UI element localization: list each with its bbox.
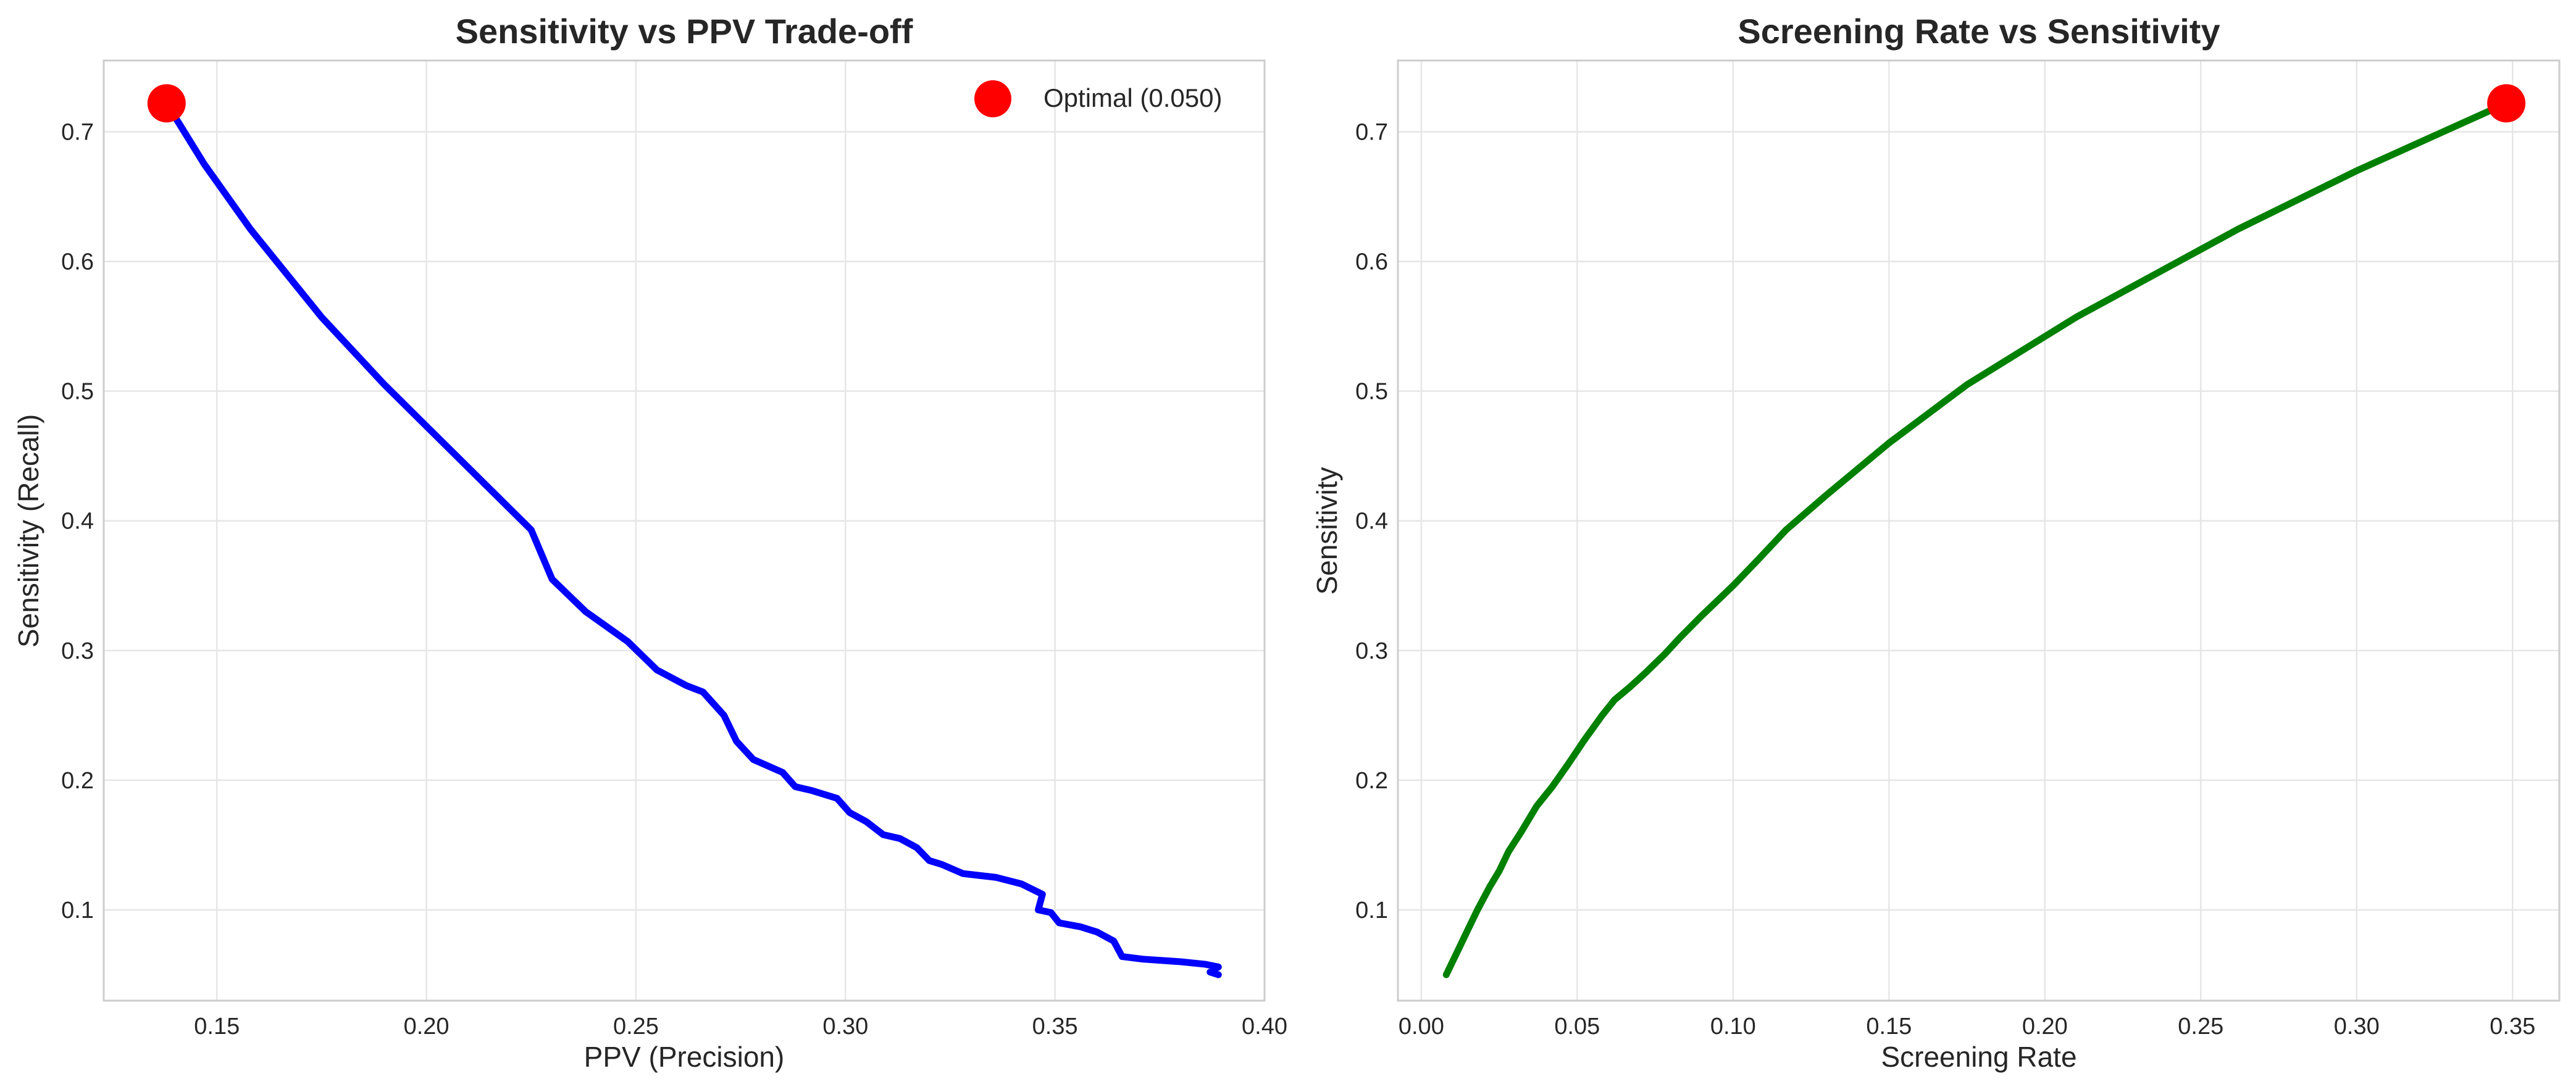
optimal-point bbox=[2487, 84, 2526, 123]
y-axis-label: Sensitivity (Recall) bbox=[12, 414, 44, 648]
series-layer bbox=[147, 84, 1222, 978]
optimal-point bbox=[147, 84, 186, 123]
x-tick-label: 0.00 bbox=[1399, 1014, 1444, 1040]
y-tick-label: 0.5 bbox=[1355, 379, 1388, 405]
y-tick-label: 0.7 bbox=[61, 120, 94, 146]
legend-marker bbox=[974, 80, 1011, 117]
panel-ppv-vs-sensitivity: Sensitivity vs PPV Trade-off 0.15 0.20 0.2… bbox=[12, 12, 1287, 1073]
chart-title: Screening Rate vs Sensitivity bbox=[1738, 12, 2220, 51]
y-tick-label: 0.1 bbox=[1355, 898, 1388, 923]
y-axis-label: Sensitivity bbox=[1311, 467, 1343, 594]
y-tick-label: 0.6 bbox=[1355, 249, 1388, 275]
y-tick-label: 0.2 bbox=[1355, 768, 1388, 794]
y-tick-label: 0.5 bbox=[61, 379, 94, 405]
y-tick-labels: 0.1 0.2 0.3 0.4 0.5 0.6 0.7 bbox=[1355, 120, 1388, 923]
legend-label: Optimal (0.050) bbox=[1043, 83, 1222, 112]
y-tick-label: 0.3 bbox=[1355, 638, 1388, 664]
x-tick-label: 0.25 bbox=[613, 1014, 659, 1040]
x-tick-label: 0.20 bbox=[404, 1014, 450, 1040]
x-tick-label: 0.20 bbox=[2022, 1014, 2068, 1040]
y-tick-label: 0.4 bbox=[1355, 509, 1388, 535]
x-tick-label: 0.15 bbox=[1866, 1014, 1912, 1040]
x-tick-labels: 0.00 0.05 0.10 0.15 0.20 0.25 0.30 0.35 bbox=[1399, 1014, 2535, 1040]
x-tick-label: 0.35 bbox=[2490, 1014, 2535, 1040]
panel-screening-rate-vs-sensitivity: Screening Rate vs Sensitivity 0.00 0.05 0.… bbox=[1311, 12, 2561, 1073]
x-tick-label: 0.30 bbox=[822, 1014, 868, 1040]
plot-frame bbox=[102, 59, 1266, 1002]
x-axis-label: PPV (Precision) bbox=[584, 1041, 785, 1073]
y-tick-label: 0.6 bbox=[61, 249, 94, 275]
x-tick-labels: 0.15 0.20 0.25 0.30 0.35 0.40 bbox=[194, 1014, 1287, 1040]
x-tick-label: 0.10 bbox=[1710, 1014, 1756, 1040]
y-tick-label: 0.2 bbox=[61, 768, 94, 794]
x-tick-label: 0.25 bbox=[2178, 1014, 2223, 1040]
grid bbox=[1398, 60, 2559, 1001]
legend: Optimal (0.050) bbox=[974, 80, 1222, 117]
y-tick-label: 0.4 bbox=[61, 509, 94, 535]
x-tick-label: 0.30 bbox=[2334, 1014, 2380, 1040]
series-layer bbox=[1442, 84, 2526, 978]
series-line bbox=[1442, 99, 2510, 978]
y-tick-label: 0.3 bbox=[61, 638, 94, 664]
y-tick-label: 0.1 bbox=[61, 898, 94, 923]
chart-title: Sensitivity vs PPV Trade-off bbox=[456, 12, 913, 51]
x-axis-label: Screening Rate bbox=[1881, 1041, 2076, 1073]
x-tick-label: 0.40 bbox=[1242, 1014, 1287, 1040]
y-tick-labels: 0.1 0.2 0.3 0.4 0.5 0.6 0.7 bbox=[61, 120, 94, 923]
plot-frame bbox=[1397, 59, 2561, 1002]
x-tick-label: 0.35 bbox=[1032, 1014, 1078, 1040]
series-line bbox=[163, 99, 1222, 978]
x-tick-label: 0.15 bbox=[194, 1014, 240, 1040]
x-tick-label: 0.05 bbox=[1554, 1014, 1600, 1040]
y-tick-label: 0.7 bbox=[1355, 120, 1388, 146]
grid bbox=[104, 60, 1266, 1001]
